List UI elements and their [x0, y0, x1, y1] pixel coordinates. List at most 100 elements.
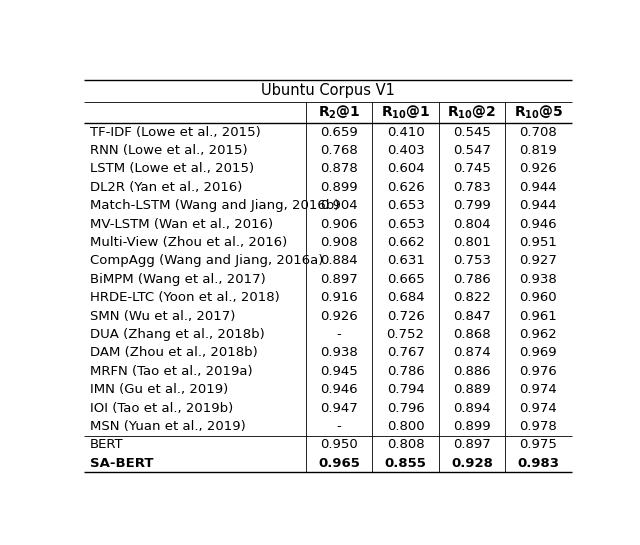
- Text: 0.708: 0.708: [520, 125, 557, 138]
- Text: 0.847: 0.847: [453, 310, 491, 323]
- Text: 0.545: 0.545: [453, 125, 491, 138]
- Text: DAM (Zhou et al., 2018b): DAM (Zhou et al., 2018b): [90, 347, 257, 359]
- Text: IOI (Tao et al., 2019b): IOI (Tao et al., 2019b): [90, 402, 233, 415]
- Text: 0.975: 0.975: [520, 438, 557, 451]
- Text: 0.547: 0.547: [453, 144, 491, 157]
- Text: 0.874: 0.874: [453, 347, 491, 359]
- Text: 0.904: 0.904: [321, 199, 358, 212]
- Text: 0.801: 0.801: [453, 236, 491, 249]
- Text: 0.626: 0.626: [387, 181, 424, 194]
- Text: 0.899: 0.899: [453, 420, 491, 433]
- Text: 0.822: 0.822: [453, 291, 491, 304]
- Text: 0.962: 0.962: [520, 328, 557, 341]
- Text: 0.889: 0.889: [453, 383, 491, 396]
- Text: 0.403: 0.403: [387, 144, 424, 157]
- Text: 0.946: 0.946: [321, 383, 358, 396]
- Text: 0.974: 0.974: [520, 402, 557, 415]
- Text: 0.894: 0.894: [453, 402, 491, 415]
- Text: Match-LSTM (Wang and Jiang, 2016b): Match-LSTM (Wang and Jiang, 2016b): [90, 199, 339, 212]
- Text: 0.868: 0.868: [453, 328, 491, 341]
- Text: 0.410: 0.410: [387, 125, 424, 138]
- Text: 0.752: 0.752: [387, 328, 424, 341]
- Text: 0.951: 0.951: [520, 236, 557, 249]
- Text: $\mathbf{R_2}$@1: $\mathbf{R_2}$@1: [318, 104, 360, 121]
- Text: 0.944: 0.944: [520, 181, 557, 194]
- Text: 0.978: 0.978: [520, 420, 557, 433]
- Text: 0.974: 0.974: [520, 383, 557, 396]
- Text: 0.808: 0.808: [387, 438, 424, 451]
- Text: DUA (Zhang et al., 2018b): DUA (Zhang et al., 2018b): [90, 328, 264, 341]
- Text: 0.786: 0.786: [387, 365, 424, 378]
- Text: RNN (Lowe et al., 2015): RNN (Lowe et al., 2015): [90, 144, 248, 157]
- Text: 0.786: 0.786: [453, 273, 491, 286]
- Text: 0.653: 0.653: [387, 199, 424, 212]
- Text: 0.906: 0.906: [321, 217, 358, 231]
- Text: $\mathbf{R_{10}}$@2: $\mathbf{R_{10}}$@2: [447, 104, 497, 121]
- Text: $\mathbf{R_{10}}$@1: $\mathbf{R_{10}}$@1: [381, 104, 430, 121]
- Text: 0.961: 0.961: [520, 310, 557, 323]
- Text: TF-IDF (Lowe et al., 2015): TF-IDF (Lowe et al., 2015): [90, 125, 260, 138]
- Text: 0.916: 0.916: [321, 291, 358, 304]
- Text: 0.950: 0.950: [321, 438, 358, 451]
- Text: Ubuntu Corpus V1: Ubuntu Corpus V1: [261, 83, 395, 99]
- Text: 0.938: 0.938: [520, 273, 557, 286]
- Text: 0.604: 0.604: [387, 162, 424, 175]
- Text: 0.665: 0.665: [387, 273, 424, 286]
- Text: 0.767: 0.767: [387, 347, 424, 359]
- Text: 0.947: 0.947: [321, 402, 358, 415]
- Text: 0.938: 0.938: [321, 347, 358, 359]
- Text: 0.783: 0.783: [453, 181, 491, 194]
- Text: 0.855: 0.855: [385, 457, 426, 470]
- Text: 0.659: 0.659: [321, 125, 358, 138]
- Text: 0.653: 0.653: [387, 217, 424, 231]
- Text: 0.926: 0.926: [520, 162, 557, 175]
- Text: DL2R (Yan et al., 2016): DL2R (Yan et al., 2016): [90, 181, 242, 194]
- Text: 0.944: 0.944: [520, 199, 557, 212]
- Text: CompAgg (Wang and Jiang, 2016a): CompAgg (Wang and Jiang, 2016a): [90, 255, 323, 268]
- Text: 0.884: 0.884: [321, 255, 358, 268]
- Text: 0.684: 0.684: [387, 291, 424, 304]
- Text: $\mathbf{R_{10}}$@5: $\mathbf{R_{10}}$@5: [514, 104, 563, 121]
- Text: MRFN (Tao et al., 2019a): MRFN (Tao et al., 2019a): [90, 365, 252, 378]
- Text: 0.878: 0.878: [321, 162, 358, 175]
- Text: Multi-View (Zhou et al., 2016): Multi-View (Zhou et al., 2016): [90, 236, 287, 249]
- Text: 0.726: 0.726: [387, 310, 424, 323]
- Text: 0.897: 0.897: [453, 438, 491, 451]
- Text: MSN (Yuan et al., 2019): MSN (Yuan et al., 2019): [90, 420, 246, 433]
- Text: 0.908: 0.908: [321, 236, 358, 249]
- Text: 0.965: 0.965: [318, 457, 360, 470]
- Text: SA-BERT: SA-BERT: [90, 457, 154, 470]
- Text: 0.928: 0.928: [451, 457, 493, 470]
- Text: 0.745: 0.745: [453, 162, 491, 175]
- Text: 0.976: 0.976: [520, 365, 557, 378]
- Text: 0.796: 0.796: [387, 402, 424, 415]
- Text: 0.969: 0.969: [520, 347, 557, 359]
- Text: 0.799: 0.799: [453, 199, 491, 212]
- Text: 0.945: 0.945: [321, 365, 358, 378]
- Text: 0.753: 0.753: [453, 255, 491, 268]
- Text: 0.631: 0.631: [387, 255, 424, 268]
- Text: 0.983: 0.983: [517, 457, 559, 470]
- Text: HRDE-LTC (Yoon et al., 2018): HRDE-LTC (Yoon et al., 2018): [90, 291, 280, 304]
- Text: BERT: BERT: [90, 438, 124, 451]
- Text: LSTM (Lowe et al., 2015): LSTM (Lowe et al., 2015): [90, 162, 254, 175]
- Text: 0.897: 0.897: [321, 273, 358, 286]
- Text: 0.800: 0.800: [387, 420, 424, 433]
- Text: SMN (Wu et al., 2017): SMN (Wu et al., 2017): [90, 310, 235, 323]
- Text: 0.960: 0.960: [520, 291, 557, 304]
- Text: 0.927: 0.927: [520, 255, 557, 268]
- Text: 0.946: 0.946: [520, 217, 557, 231]
- Text: 0.819: 0.819: [520, 144, 557, 157]
- Text: 0.899: 0.899: [321, 181, 358, 194]
- Text: 0.768: 0.768: [321, 144, 358, 157]
- Text: BiMPM (Wang et al., 2017): BiMPM (Wang et al., 2017): [90, 273, 266, 286]
- Text: 0.794: 0.794: [387, 383, 424, 396]
- Text: 0.662: 0.662: [387, 236, 424, 249]
- Text: -: -: [337, 420, 342, 433]
- Text: 0.926: 0.926: [321, 310, 358, 323]
- Text: -: -: [337, 328, 342, 341]
- Text: 0.886: 0.886: [453, 365, 491, 378]
- Text: MV-LSTM (Wan et al., 2016): MV-LSTM (Wan et al., 2016): [90, 217, 273, 231]
- Text: IMN (Gu et al., 2019): IMN (Gu et al., 2019): [90, 383, 228, 396]
- Text: 0.804: 0.804: [453, 217, 491, 231]
